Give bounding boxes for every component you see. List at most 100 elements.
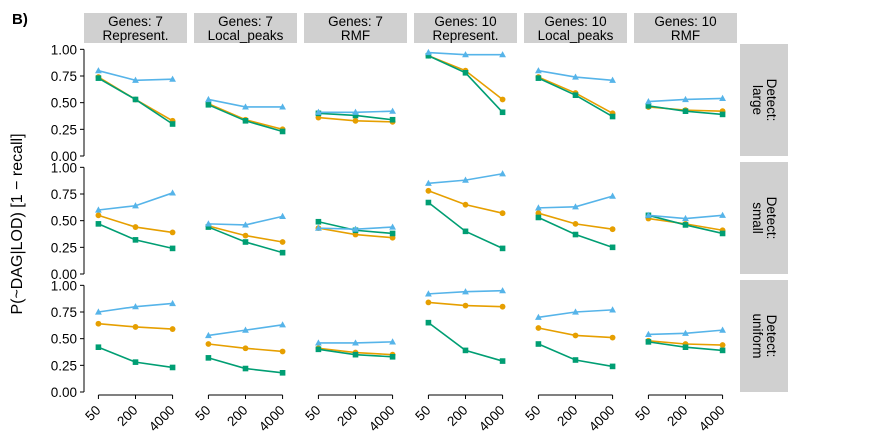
data-point-orange [389,234,396,241]
y-tick-label: 1.00 [51,42,77,57]
data-point-blue [169,299,176,307]
data-point-green [169,121,176,127]
data-point-orange [279,348,286,355]
data-point-orange [425,299,432,306]
data-point-green [499,245,506,252]
data-point-orange [315,114,322,121]
data-point-green [572,231,579,238]
data-point-blue [95,308,102,315]
x-tick-label: 200 [554,403,581,430]
data-point-blue [352,339,359,346]
data-point-blue [205,220,212,227]
data-point-blue [572,203,579,210]
data-point-green [132,237,139,243]
data-point-blue [242,221,249,228]
data-point-blue [315,339,322,346]
column-strip [304,13,407,43]
row-strip-label: small [750,202,765,234]
data-point-blue [205,95,212,103]
y-tick-label: 0.50 [51,214,77,229]
x-tick-label: 50 [632,403,653,424]
data-point-blue [132,202,139,209]
data-point-green [242,118,249,124]
data-point-orange [719,342,726,348]
data-point-orange [169,229,176,236]
x-tick-label: 4000 [696,403,728,432]
x-tick-label: 50 [82,403,103,424]
row-strip-label: large [750,85,765,115]
data-point-green [572,92,579,98]
y-tick-label: 0.25 [51,358,77,373]
data-point-blue [719,211,726,218]
series-line-green [427,322,503,362]
data-point-green [499,109,506,116]
y-axis-title: P(~DAG|LOD) [1 − recall] [9,133,26,314]
column-strip-label: Genes: 10 [654,14,716,29]
data-point-blue [279,321,286,328]
x-tick-label: 50 [412,403,433,424]
x-tick-label: 50 [522,403,543,424]
data-point-green [389,116,396,123]
data-point-green [205,102,212,108]
data-point-orange [462,302,469,309]
data-point-green [499,358,506,364]
data-point-blue [389,223,396,230]
data-point-blue [389,107,396,114]
y-tick-label: 0.25 [51,240,77,255]
y-tick-label: 0.25 [51,122,77,137]
data-point-green [205,224,212,230]
data-point-green [682,344,689,350]
data-point-green [169,245,176,252]
data-point-blue [609,306,616,313]
column-strip-label: Local_peaks [538,28,614,43]
x-tick-label: 200 [224,403,251,430]
data-point-blue [169,189,176,196]
data-point-orange [499,210,506,217]
data-point-blue [425,290,432,297]
data-point-green [462,70,469,76]
data-point-green [315,218,322,225]
column-strip [634,13,737,43]
data-point-green [279,128,286,135]
x-tick-label: 4000 [586,403,618,432]
data-point-green [169,364,176,371]
data-point-green [95,344,102,350]
data-point-blue [572,308,579,315]
data-point-green [132,359,139,365]
y-tick-label: 0.50 [51,96,77,111]
x-tick-label: 4000 [476,403,508,432]
data-point-orange [205,341,212,347]
x-tick-label: 50 [302,403,323,424]
data-point-orange [425,187,432,194]
data-point-green [242,239,249,245]
column-strip-label: Genes: 10 [434,14,496,29]
data-point-blue [425,179,432,186]
data-point-orange [572,220,579,227]
data-point-green [719,111,726,118]
data-point-blue [279,212,286,219]
x-tick-label: 50 [192,403,213,424]
column-strip [84,13,187,43]
data-point-blue [205,331,212,339]
data-point-orange [535,210,542,217]
data-point-orange [132,324,139,330]
data-point-blue [242,103,249,110]
data-point-green [315,346,322,353]
data-point-blue [132,303,139,310]
y-tick-label: 1.00 [51,160,77,175]
data-point-green [425,319,432,326]
x-tick-label: 200 [444,403,471,430]
column-strip-label: Local_peaks [208,28,284,43]
series-line-green [427,201,503,250]
data-point-green [535,214,542,221]
y-tick-label: 0.75 [51,187,77,202]
column-strip-label: RMF [671,28,700,43]
data-point-blue [535,67,542,74]
data-point-blue [169,75,176,82]
data-point-orange [462,201,469,208]
data-point-green [132,96,139,103]
data-point-green [352,112,359,119]
data-point-orange [609,226,616,233]
column-strip-label: RMF [341,28,370,43]
column-strip [194,13,297,43]
